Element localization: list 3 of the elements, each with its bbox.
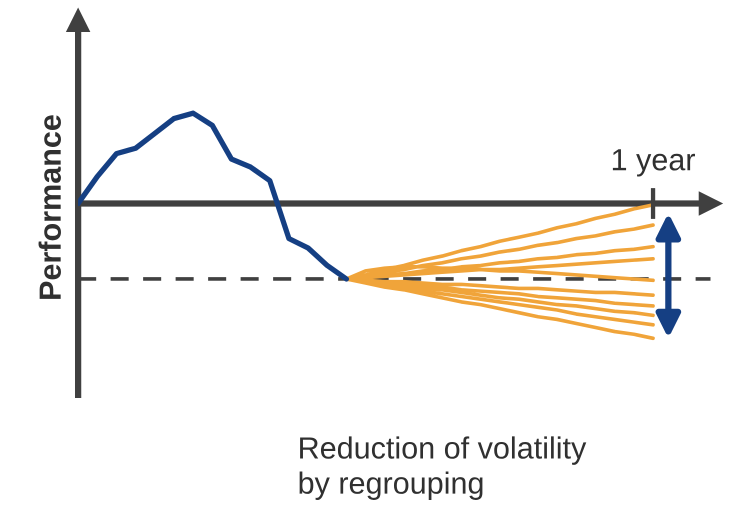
text: Reduction of volatility by regrouping (300, 436, 586, 500)
annotation: 1 year (612, 149, 695, 177)
y-axis-title: Performance (38, 115, 61, 299)
